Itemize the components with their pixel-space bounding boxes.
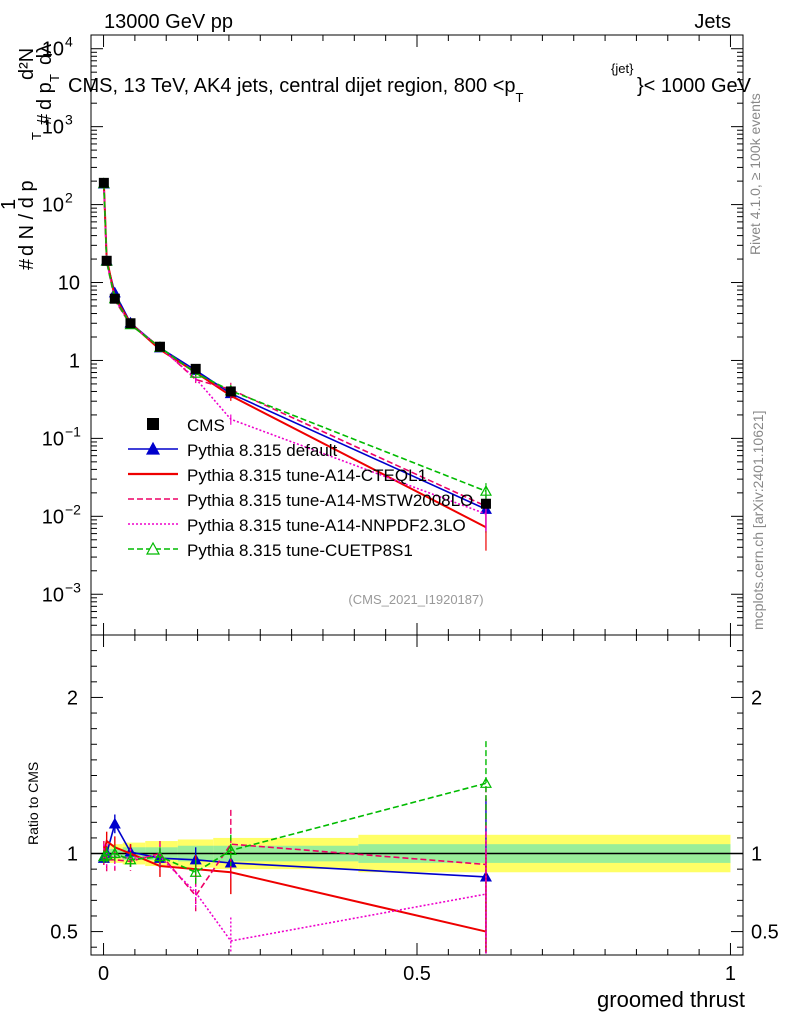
- main-y-tick-label: 10: [58, 273, 80, 295]
- analysis-id: (CMS_2021_I1920187): [348, 592, 483, 607]
- cms-data-point: [480, 498, 491, 509]
- svg-text:d²N: d²N: [16, 48, 38, 80]
- main-y-tick-exponent: −1: [65, 423, 81, 439]
- x-axis-label: groomed thrust: [597, 987, 745, 1012]
- x-tick-label: 1: [725, 963, 736, 985]
- collision-label: 13000 GeV pp: [104, 11, 233, 33]
- plot-title-superscript: {jet}: [611, 61, 634, 76]
- legend-label-def: Pythia 8.315 default: [187, 441, 338, 460]
- main-y-tick-label: 10: [42, 195, 64, 217]
- ratio-y-tick-label: 0.5: [50, 922, 78, 944]
- legend-label-cuetp: Pythia 8.315 tune-CUETP8S1: [187, 541, 413, 560]
- main-y-tick-label: 10: [42, 117, 64, 139]
- cms-data-point: [225, 386, 236, 397]
- main-y-tick-label: 10: [42, 506, 64, 528]
- cms-data-point: [125, 318, 136, 329]
- main-y-tick-exponent: −2: [65, 501, 81, 517]
- legend-label-cteq: Pythia 8.315 tune-A14-CTEQL1: [187, 466, 427, 485]
- svg-text:T: T: [29, 132, 44, 140]
- ratio-marker-cuetp: [97, 850, 110, 862]
- category-label: Jets: [694, 11, 731, 33]
- main-y-tick-label: 10: [42, 39, 64, 61]
- legend-marker-def: [145, 441, 161, 455]
- main-y-axis-label: # d N / d p T # d p T dλ d²N 1: [0, 44, 62, 270]
- ratio-y-axis-label: Ratio to CMS: [25, 762, 41, 845]
- ratio-y-tick-label: 1: [67, 844, 78, 866]
- svg-text:d N / d p: d N / d p: [16, 180, 38, 256]
- svg-text:T: T: [47, 74, 62, 82]
- svg-text:1: 1: [0, 199, 20, 210]
- ratio-line-mstw: [103, 843, 487, 898]
- legend-marker-cuetp: [145, 541, 161, 555]
- ratio-line-cteq: [102, 839, 487, 933]
- cms-data-point: [154, 341, 165, 352]
- ratio-line-nnpdf: [103, 853, 487, 942]
- ratio-marker-cuetp: [108, 847, 121, 859]
- ratio-marker-cuetp: [189, 866, 202, 877]
- x-tick-label: 0: [98, 963, 109, 985]
- main-y-tick-label: 10: [42, 428, 64, 450]
- ratio-y-tick-label: 2: [67, 687, 78, 709]
- rivet-version: Rivet 4.1.0, ≥ 100k events: [747, 93, 763, 255]
- main-y-tick-label: 10: [42, 584, 64, 606]
- mcplots-credit: mcplots.cern.ch [arXiv:2401.10621]: [750, 411, 766, 630]
- cms-data-point: [190, 363, 201, 374]
- legend-label-nnpdf: Pythia 8.315 tune-A14-NNPDF2.3LO: [187, 516, 466, 535]
- main-y-tick-exponent: 3: [65, 112, 73, 128]
- main-y-tick-exponent: −3: [65, 579, 81, 595]
- cms-data-point: [98, 177, 109, 188]
- cms-data-point: [101, 255, 112, 266]
- plot-title: CMS, 13 TeV, AK4 jets, central dijet reg…: [68, 75, 524, 105]
- svg-text:#: #: [16, 258, 38, 270]
- main-y-tick-label: 1: [69, 350, 80, 372]
- x-tick-label: 0.5: [403, 963, 431, 985]
- ratio-marker-def: [108, 817, 121, 829]
- main-line-cuetp: [103, 183, 487, 492]
- ratio-plot-area: [91, 741, 743, 954]
- main-y-tick-exponent: 2: [65, 190, 73, 206]
- svg-text:d p: d p: [34, 82, 56, 110]
- main-y-tick-exponent: 4: [65, 34, 73, 50]
- ratio-line-cuetp: [103, 782, 487, 874]
- svg-text:#: #: [34, 113, 56, 125]
- ratio-line-def: [103, 821, 487, 878]
- ratio-y-tick-label-right: 0.5: [751, 922, 779, 944]
- plot-title-tail: }< 1000 GeV: [637, 75, 752, 97]
- legend: CMS Pythia 8.315 default Pythia 8.315 tune…: [128, 416, 473, 560]
- legend-label-cms: CMS: [187, 416, 225, 435]
- legend-label-mstw: Pythia 8.315 tune-A14-MSTW2008LO: [187, 491, 473, 510]
- ratio-marker-cuetp: [153, 850, 166, 862]
- ratio-y-tick-label-right: 2: [751, 687, 762, 709]
- ratio-y-tick-label-right: 1: [751, 844, 762, 866]
- cms-data-point: [109, 293, 120, 304]
- ratio-marker-cuetp: [224, 844, 237, 856]
- ratio-marker-cuetp: [479, 777, 492, 788]
- main-marker-cuetp: [479, 484, 492, 496]
- main-plot-area: [97, 177, 492, 551]
- ratio-marker-cuetp: [124, 853, 137, 865]
- legend-marker-cms: [147, 418, 159, 430]
- ratio-marker-cuetp: [100, 848, 113, 860]
- svg-text:dλ: dλ: [34, 44, 56, 65]
